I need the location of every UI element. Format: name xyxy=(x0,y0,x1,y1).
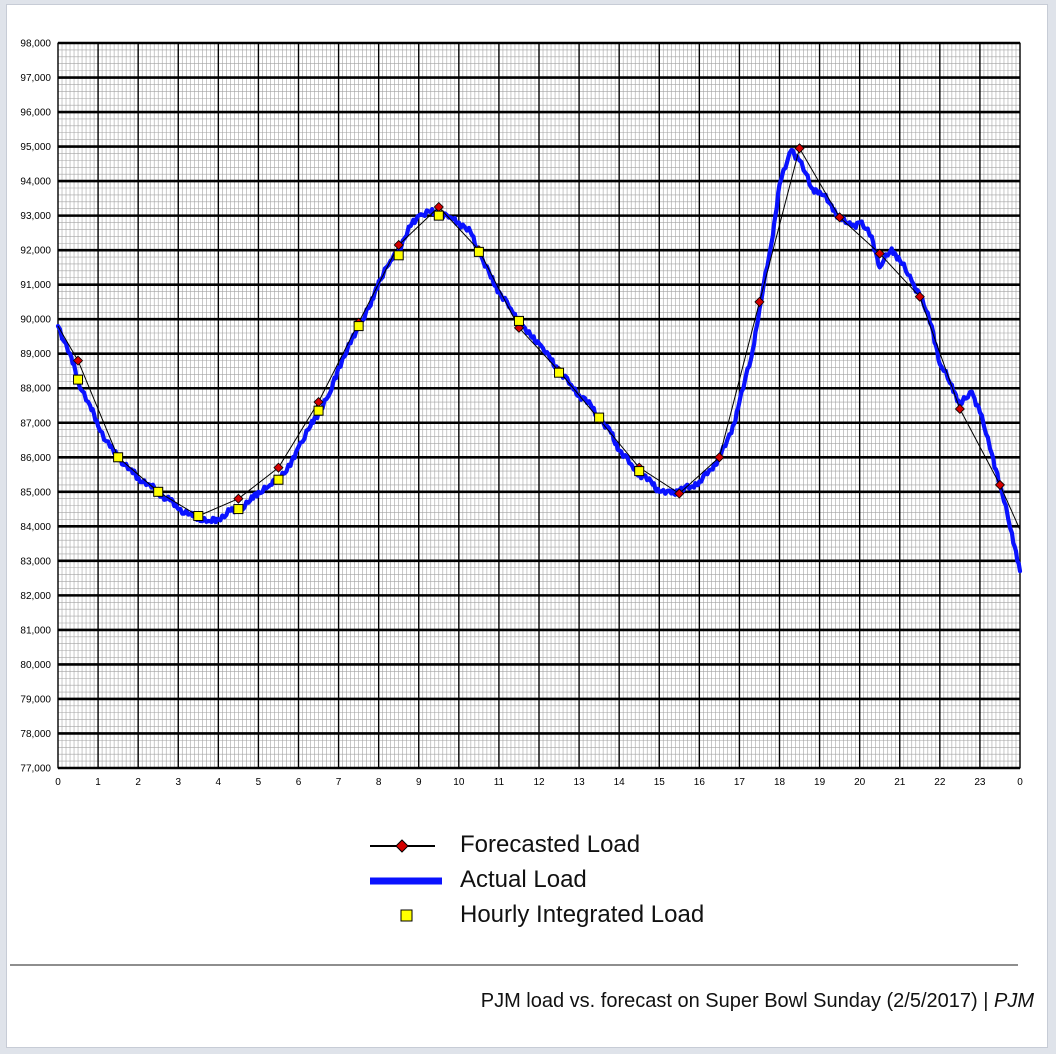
forecast-point xyxy=(273,462,284,473)
divider xyxy=(10,964,1018,966)
x-tick-label: 6 xyxy=(296,777,302,788)
hourly-load-point xyxy=(513,315,524,326)
forecast-point xyxy=(834,212,845,223)
y-tick-label: 81,000 xyxy=(20,625,51,636)
y-tick-label: 77,000 xyxy=(20,764,51,775)
forecast-point xyxy=(72,355,84,366)
hourly-load-point xyxy=(594,412,605,423)
y-tick-label: 90,000 xyxy=(20,315,51,326)
legend-item-actual-load[interactable]: Actual Load xyxy=(360,863,780,898)
hourly-load-point xyxy=(554,367,565,378)
hourly-load-point xyxy=(634,466,645,477)
caption: PJM load vs. forecast on Super Bowl Sund… xyxy=(481,990,1034,1013)
y-tick-label: 98,000 xyxy=(20,39,51,50)
y-tick-label: 78,000 xyxy=(20,729,51,740)
legend-label: Forecasted Load xyxy=(460,831,641,858)
y-tick-label: 86,000 xyxy=(20,453,51,464)
hourly-load-point xyxy=(113,452,124,463)
x-tick-label: 11 xyxy=(494,777,505,788)
x-tick-label: 8 xyxy=(376,777,382,788)
forecast-point xyxy=(794,143,805,154)
x-tick-label: 19 xyxy=(814,777,826,788)
x-axis-ticks: 0 1 2 3 4 5 6 7 8 9 10 11 12 13 14 15 16 17 18 19 20 21 22 23 0 xyxy=(55,777,1023,788)
legend-item-forecasted-load[interactable]: Forecasted Load xyxy=(360,828,780,863)
hourly-load-point xyxy=(73,374,84,385)
x-tick-label: 13 xyxy=(574,777,586,788)
hourly-load-point xyxy=(153,486,164,497)
x-tick-label: 21 xyxy=(894,777,906,788)
forecast-line-swatch xyxy=(370,839,435,853)
actual-line-swatch xyxy=(370,877,442,885)
legend-label: Hourly Integrated Load xyxy=(460,901,705,928)
x-tick-label: 0 xyxy=(1017,777,1023,788)
load-chart: 77,000 78,000 79,000 80,000 81,000 82,000 83,0… xyxy=(20,39,1023,789)
caption-source: PJM xyxy=(994,990,1034,1012)
forecast-point xyxy=(674,488,685,499)
y-tick-label: 87,000 xyxy=(20,418,51,429)
x-tick-label: 20 xyxy=(854,777,866,788)
y-tick-label: 85,000 xyxy=(20,487,51,498)
forecast-point xyxy=(714,452,725,463)
hourly-load-point xyxy=(473,246,484,257)
x-tick-label: 1 xyxy=(95,777,101,788)
forecast-point xyxy=(754,296,765,307)
x-tick-label: 23 xyxy=(974,777,986,788)
x-tick-label: 22 xyxy=(934,777,946,788)
legend: Forecasted Load Actual Load Hourly Integ… xyxy=(360,828,780,933)
x-tick-label: 3 xyxy=(175,777,181,788)
forecast-point xyxy=(954,403,965,415)
x-tick-label: 14 xyxy=(614,777,626,788)
hourly-load-point xyxy=(273,474,284,485)
x-tick-label: 15 xyxy=(654,777,666,788)
y-tick-label: 83,000 xyxy=(20,556,51,567)
hourly-load-point xyxy=(353,321,364,332)
x-tick-label: 12 xyxy=(533,777,545,788)
forecast-point xyxy=(874,248,885,259)
actual-load-line xyxy=(55,147,1023,574)
y-tick-label: 96,000 xyxy=(20,108,51,119)
y-tick-label: 88,000 xyxy=(20,384,51,395)
hourly-load-point xyxy=(433,210,444,221)
y-tick-label: 79,000 xyxy=(20,694,51,705)
hourly-load-point xyxy=(313,405,324,416)
forecasted-load-line xyxy=(57,147,1021,531)
x-tick-label: 2 xyxy=(135,777,141,788)
x-tick-label: 0 xyxy=(55,777,61,788)
x-tick-label: 10 xyxy=(453,777,465,788)
y-tick-label: 92,000 xyxy=(20,246,51,257)
y-tick-label: 95,000 xyxy=(20,142,51,153)
x-tick-label: 16 xyxy=(694,777,706,788)
x-tick-label: 9 xyxy=(416,777,422,788)
x-tick-label: 18 xyxy=(774,777,786,788)
forecast-point xyxy=(994,479,1006,490)
forecast-point xyxy=(393,239,404,251)
legend-label: Actual Load xyxy=(460,866,587,893)
y-tick-label: 94,000 xyxy=(20,177,51,188)
grid-major xyxy=(57,41,1021,770)
caption-text: PJM load vs. forecast on Super Bowl Sund… xyxy=(480,990,994,1012)
y-tick-label: 97,000 xyxy=(20,73,51,84)
hourly-load-point xyxy=(193,510,204,521)
y-tick-label: 93,000 xyxy=(20,211,51,222)
x-tick-label: 7 xyxy=(336,777,342,788)
legend-item-hourly-integrated-load[interactable]: Hourly Integrated Load xyxy=(360,898,780,933)
y-axis-ticks: 77,000 78,000 79,000 80,000 81,000 82,000 83,0… xyxy=(20,39,51,775)
hourly-load-point xyxy=(233,504,244,515)
y-tick-label: 84,000 xyxy=(20,522,51,533)
y-tick-label: 89,000 xyxy=(20,349,51,360)
y-tick-label: 91,000 xyxy=(20,280,51,291)
forecast-point xyxy=(233,493,244,504)
y-tick-label: 80,000 xyxy=(20,660,51,671)
hourly-load-point xyxy=(393,250,404,261)
x-tick-label: 17 xyxy=(734,777,746,788)
x-tick-label: 4 xyxy=(216,777,222,788)
hourly-marker-swatch xyxy=(400,909,413,922)
x-tick-label: 5 xyxy=(256,777,262,788)
y-tick-label: 82,000 xyxy=(20,591,51,602)
forecast-point xyxy=(914,291,925,302)
series-layer xyxy=(55,143,1023,574)
